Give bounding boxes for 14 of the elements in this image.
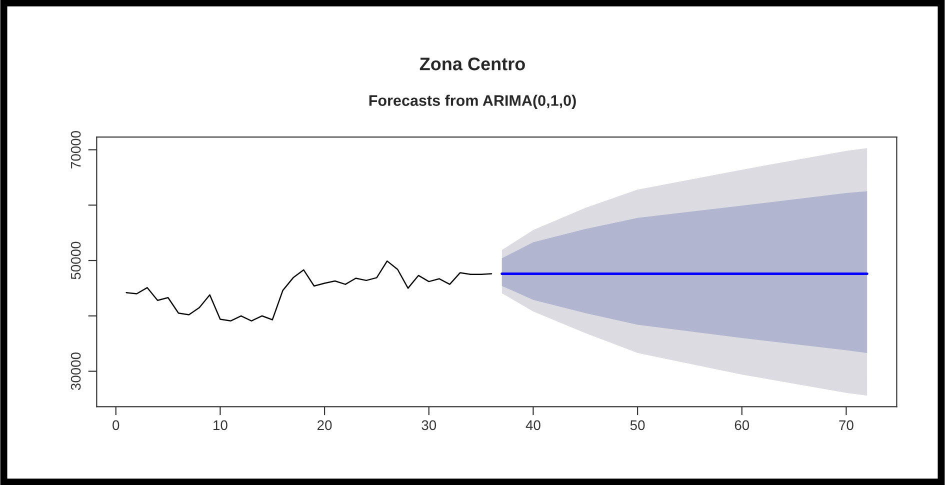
y-tick-label: 30000: [70, 352, 81, 390]
chart-title: Zona Centro: [420, 58, 525, 70]
x-tick-label: 20: [318, 420, 332, 430]
x-tick-label: 0: [112, 420, 120, 430]
y-tick-label: 70000: [70, 130, 81, 168]
x-tick-label: 30: [422, 420, 436, 430]
y-tick-label: 50000: [70, 242, 81, 280]
x-tick-label: 40: [526, 420, 540, 430]
x-tick-label: 10: [214, 420, 228, 430]
chart-subtitle: Forecasts from ARIMA(0,1,0): [369, 94, 576, 109]
x-tick-label: 60: [734, 420, 750, 430]
x-tick-label: 70: [839, 420, 854, 430]
x-tick-label: 50: [630, 420, 645, 430]
line-series: [126, 260, 492, 322]
